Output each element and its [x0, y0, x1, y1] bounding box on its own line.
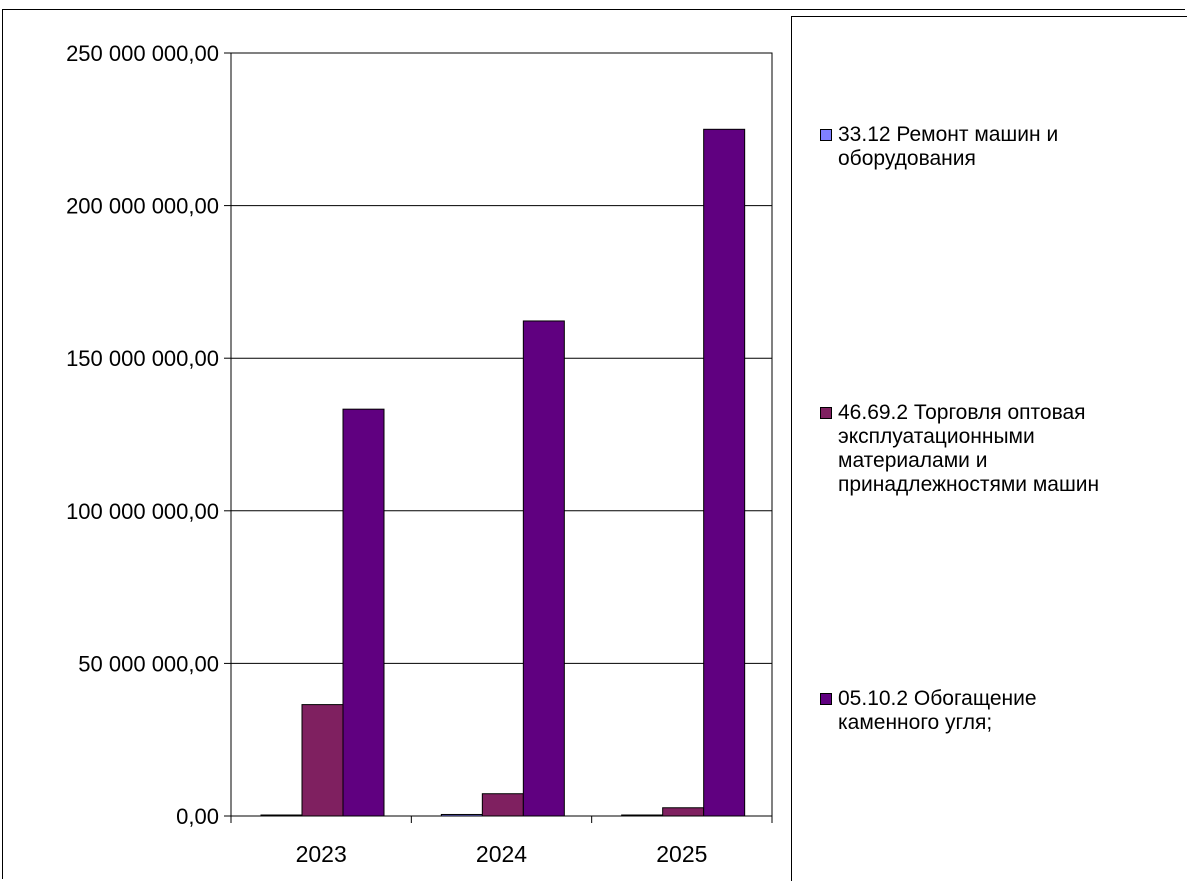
y-tick-label: 50 000 000,00 — [78, 651, 219, 676]
plot-area-border — [230, 52, 773, 817]
legend: 33.12 Ремонт машин и оборудования 46.69.… — [791, 16, 1187, 881]
bar-2023-series-2 — [342, 408, 385, 817]
x-tick-label: 2025 — [656, 841, 707, 867]
bar-chart: 0,00 50 000 000,00 100 000 000,00 150 000 0… — [66, 41, 773, 867]
bar-2025-series-1 — [662, 807, 705, 817]
y-tick-label: 200 000 000,00 — [66, 194, 219, 219]
bar-2023-series-1 — [301, 704, 344, 817]
legend-item-wholesale: 46.69.2 Торговля оптовая эксплуатационны… — [820, 401, 1180, 497]
legend-label-wholesale: 46.69.2 Торговля оптовая эксплуатационны… — [838, 401, 1100, 496]
legend-label-coal: 05.10.2 Обогащение каменного угля; — [838, 687, 1037, 734]
tick-labels: 0,00 50 000 000,00 100 000 000,00 150 000 0… — [66, 41, 707, 867]
x-tick-label: 2024 — [476, 841, 527, 867]
legend-item-repair: 33.12 Ремонт машин и оборудования — [820, 123, 1180, 171]
y-tick-label: 150 000 000,00 — [66, 346, 219, 371]
legend-item-coal: 05.10.2 Обогащение каменного угля; — [820, 687, 1180, 735]
y-tick-label: 100 000 000,00 — [66, 499, 219, 524]
axes — [224, 52, 773, 823]
y-tick-label: 250 000 000,00 — [66, 41, 219, 66]
bar-2024-series-2 — [522, 320, 565, 817]
chart-frame — [2, 9, 1185, 879]
x-tick-label: 2023 — [296, 841, 347, 867]
bar-2024-series-1 — [481, 793, 524, 817]
bar-2025-series-2 — [703, 128, 746, 817]
gridlines — [231, 52, 772, 664]
legend-swatch-repair — [820, 129, 832, 141]
legend-swatch-wholesale — [820, 407, 832, 419]
legend-label-repair: 33.12 Ремонт машин и оборудования — [838, 123, 1059, 170]
bars — [260, 128, 746, 817]
y-tick-label: 0,00 — [176, 804, 219, 829]
legend-swatch-coal — [820, 693, 832, 705]
